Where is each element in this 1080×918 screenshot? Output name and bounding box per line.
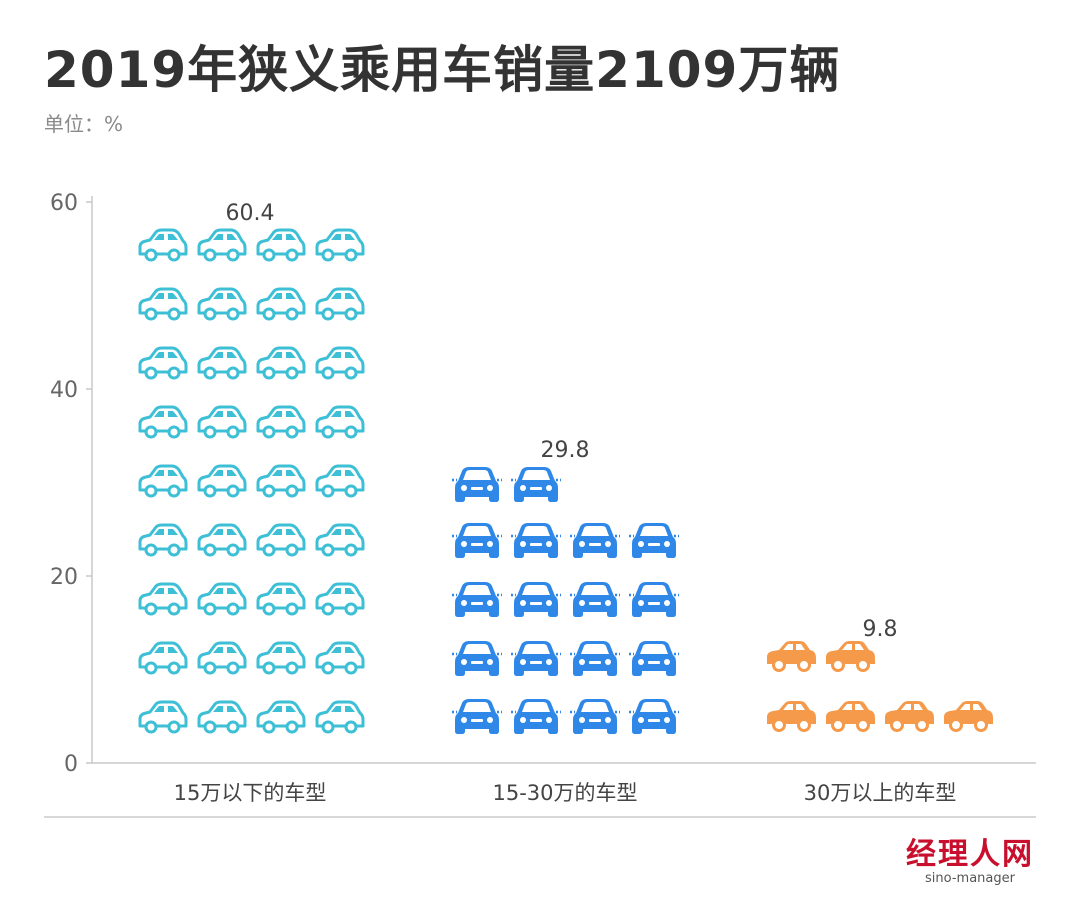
hatchback-car-icon bbox=[315, 405, 365, 439]
hatchback-car-icon bbox=[138, 346, 188, 380]
sedan-front-car-icon bbox=[629, 699, 679, 734]
hatchback-car-icon bbox=[256, 700, 306, 734]
sedan-front-car-icon bbox=[452, 699, 502, 734]
bar-1 bbox=[138, 228, 365, 734]
x-tick-label: 30万以上的车型 bbox=[804, 781, 957, 805]
sedan-side-car-icon bbox=[767, 701, 816, 732]
sedan-side-car-icon bbox=[944, 701, 993, 732]
hatchback-car-icon bbox=[138, 405, 188, 439]
hatchback-car-icon bbox=[197, 582, 247, 616]
hatchback-car-icon bbox=[256, 346, 306, 380]
y-tick-label: 20 bbox=[50, 565, 78, 590]
hatchback-car-icon bbox=[256, 582, 306, 616]
hatchback-car-icon bbox=[138, 582, 188, 616]
brand-logo: 经理人网 sino-manager bbox=[906, 838, 1034, 887]
sedan-front-car-icon bbox=[511, 467, 561, 502]
brand-subtitle: sino-manager bbox=[925, 871, 1015, 886]
hatchback-car-icon bbox=[138, 464, 188, 498]
sedan-front-car-icon bbox=[452, 641, 502, 676]
hatchback-car-icon bbox=[256, 405, 306, 439]
x-tick-label: 15万以下的车型 bbox=[174, 781, 327, 805]
y-tick-label: 40 bbox=[50, 378, 78, 403]
hatchback-car-icon bbox=[197, 228, 247, 262]
hatchback-car-icon bbox=[315, 287, 365, 321]
hatchback-car-icon bbox=[197, 700, 247, 734]
sedan-side-car-icon bbox=[885, 701, 934, 732]
sedan-front-car-icon bbox=[570, 699, 620, 734]
hatchback-car-icon bbox=[315, 346, 365, 380]
hatchback-car-icon bbox=[315, 464, 365, 498]
hatchback-car-icon bbox=[197, 287, 247, 321]
sedan-front-car-icon bbox=[629, 582, 679, 617]
y-tick-label: 60 bbox=[50, 191, 78, 216]
sedan-front-car-icon bbox=[511, 699, 561, 734]
hatchback-car-icon bbox=[197, 346, 247, 380]
hatchback-car-icon bbox=[138, 523, 188, 557]
hatchback-car-icon bbox=[256, 287, 306, 321]
sedan-side-car-icon bbox=[767, 641, 816, 672]
y-tick-label: 0 bbox=[64, 752, 78, 777]
hatchback-car-icon bbox=[315, 228, 365, 262]
chart-title: 2019年狭义乘用车销量2109万辆 bbox=[44, 41, 841, 99]
hatchback-car-icon bbox=[138, 700, 188, 734]
hatchback-car-icon bbox=[315, 582, 365, 616]
sedan-front-car-icon bbox=[511, 582, 561, 617]
sedan-front-car-icon bbox=[570, 523, 620, 558]
hatchback-car-icon bbox=[138, 641, 188, 675]
hatchback-car-icon bbox=[315, 641, 365, 675]
data-label: 29.8 bbox=[541, 438, 590, 463]
hatchback-car-icon bbox=[197, 405, 247, 439]
hatchback-car-icon bbox=[315, 700, 365, 734]
sedan-front-car-icon bbox=[452, 582, 502, 617]
hatchback-car-icon bbox=[315, 523, 365, 557]
hatchback-car-icon bbox=[138, 228, 188, 262]
bar-3 bbox=[767, 641, 993, 732]
sedan-front-car-icon bbox=[629, 523, 679, 558]
brand-name: 经理人网 bbox=[906, 837, 1034, 872]
hatchback-car-icon bbox=[256, 228, 306, 262]
sedan-front-car-icon bbox=[511, 641, 561, 676]
data-label: 9.8 bbox=[863, 617, 898, 642]
sedan-front-car-icon bbox=[629, 641, 679, 676]
hatchback-car-icon bbox=[256, 523, 306, 557]
hatchback-car-icon bbox=[197, 523, 247, 557]
hatchback-car-icon bbox=[138, 287, 188, 321]
hatchback-car-icon bbox=[256, 641, 306, 675]
data-label: 60.4 bbox=[226, 201, 275, 226]
hatchback-car-icon bbox=[256, 464, 306, 498]
sedan-front-car-icon bbox=[570, 582, 620, 617]
sedan-front-car-icon bbox=[452, 523, 502, 558]
sedan-front-car-icon bbox=[570, 641, 620, 676]
bar-2 bbox=[452, 467, 679, 734]
footer-divider bbox=[44, 816, 1036, 818]
hatchback-car-icon bbox=[197, 464, 247, 498]
sedan-front-car-icon bbox=[511, 523, 561, 558]
sedan-front-car-icon bbox=[452, 467, 502, 502]
hatchback-car-icon bbox=[197, 641, 247, 675]
x-tick-label: 15-30万的车型 bbox=[492, 781, 637, 805]
unit-label: 单位：% bbox=[44, 112, 124, 136]
sedan-side-car-icon bbox=[826, 641, 875, 672]
sedan-side-car-icon bbox=[826, 701, 875, 732]
